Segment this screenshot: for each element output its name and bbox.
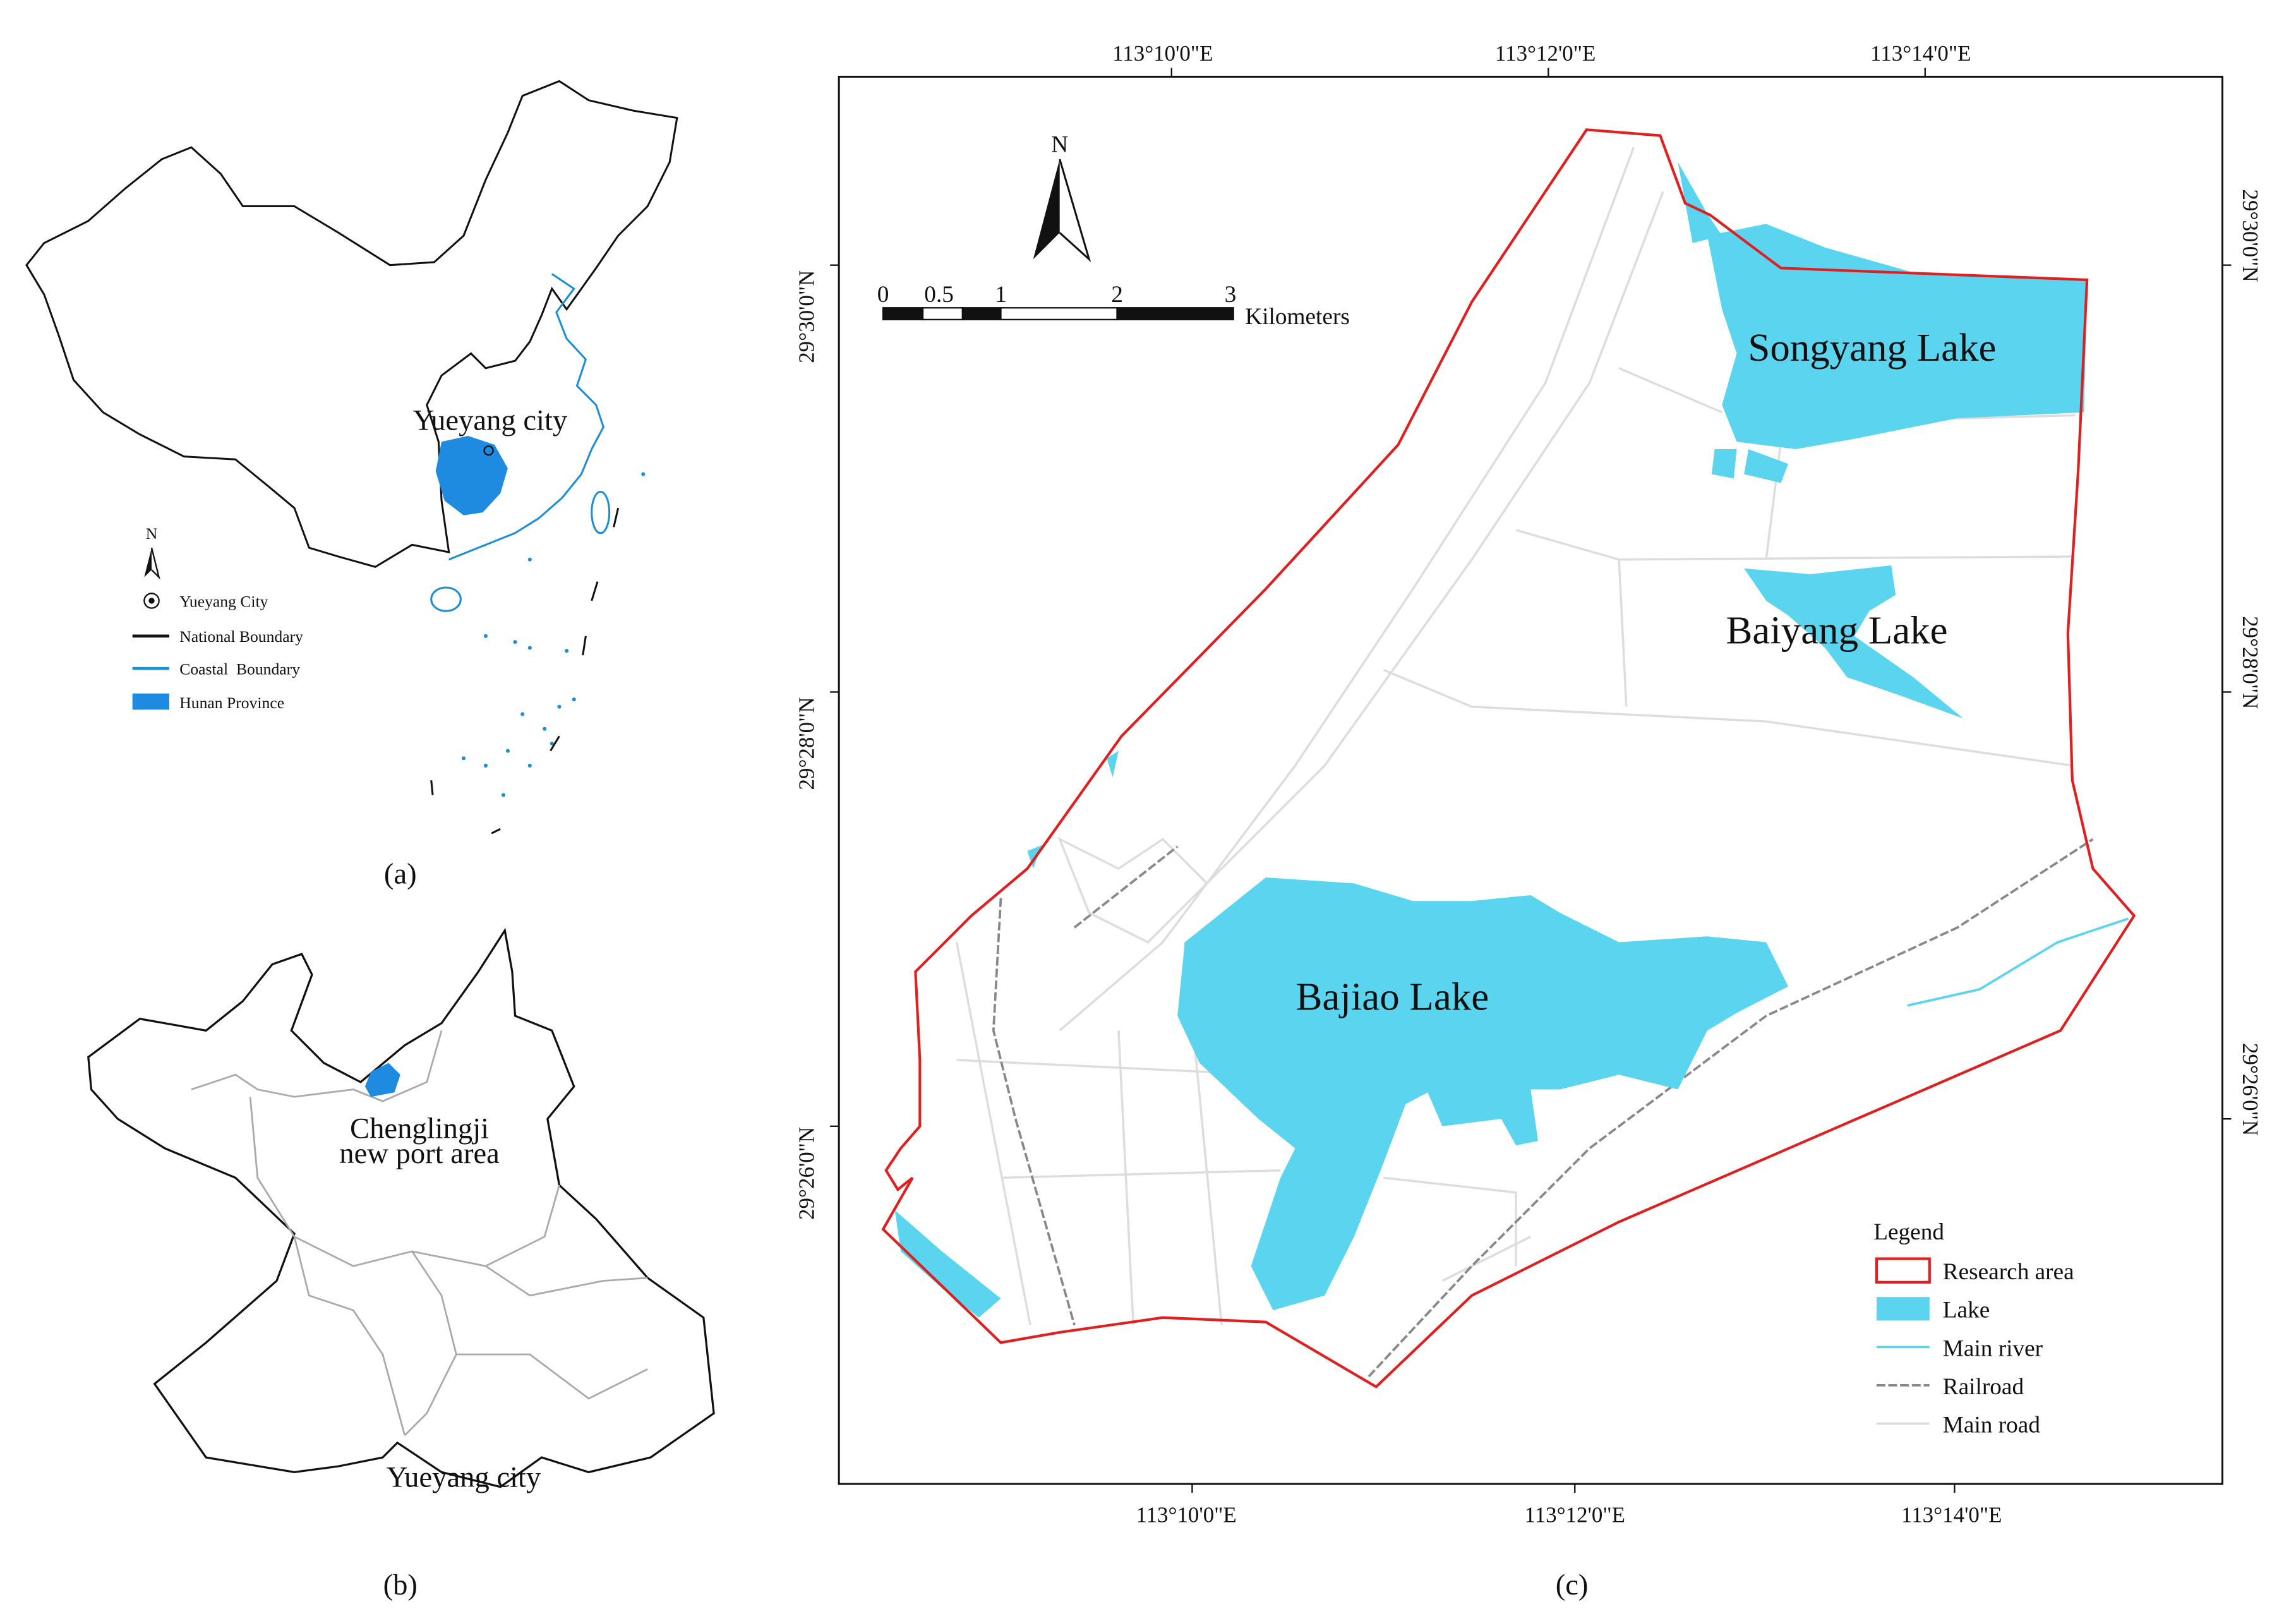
north-label: N (146, 524, 158, 543)
islands (461, 472, 646, 797)
y-tick-label: 29°28'0"N (2238, 616, 2263, 709)
lakes (894, 162, 2088, 1318)
north-arrow (1033, 159, 1060, 260)
y-tick-label: 29°26'0"N (795, 1127, 819, 1220)
y-tick-label: 29°30'0"N (795, 270, 819, 363)
y-tick-label: 29°30'0"N (2238, 190, 2263, 282)
lake-label: Baiyang Lake (1726, 608, 1947, 653)
y-tick-label: 29°26'0"N (2238, 1043, 2263, 1136)
legend-title: Legend (1873, 1219, 1944, 1245)
coastal-boundary (448, 273, 604, 561)
x-tick-label: 113°12'0"E (1495, 41, 1596, 66)
legend-item: Main river (1943, 1335, 2043, 1361)
legend-symbol (1875, 1257, 1931, 1284)
research-area (881, 128, 2136, 1389)
legend-item: National Boundary (179, 627, 303, 646)
city-label: Yueyang city (413, 404, 568, 437)
scale-label: 0 (877, 282, 889, 308)
north-arrow (144, 548, 152, 577)
legend-item: Coastal Boundary (179, 660, 300, 678)
national-boundary (25, 80, 678, 568)
panel-label: (a) (384, 857, 417, 890)
dashed-boundary (430, 507, 620, 835)
lake-label: Songyang Lake (1748, 325, 1996, 370)
x-tick-label: 113°12'0"E (1525, 1503, 1625, 1528)
taiwan (591, 491, 611, 534)
scale-unit: Kilometers (1245, 304, 1350, 330)
legend-item: Main road (1943, 1412, 2041, 1438)
hunan-province (435, 435, 508, 515)
x-tick-label: 113°10'0"E (1136, 1503, 1236, 1528)
legend-item: Hunan Province (179, 694, 284, 712)
map-frame (838, 75, 2224, 1485)
legend-item: Railroad (1943, 1374, 2024, 1400)
scale-label: 1 (995, 282, 1007, 308)
panel-b: Chenglingji new port area Yueyang city (… (87, 927, 715, 1601)
north-arrow-outline (150, 547, 160, 580)
legend-symbol (148, 598, 155, 604)
lake-label: Bajiao Lake (1295, 975, 1489, 1019)
tick-marks (830, 68, 2232, 1493)
main-river (1907, 917, 2129, 1007)
scale-bar (882, 307, 1234, 321)
city-label: Yueyang city (387, 1461, 541, 1494)
panel-a: Yueyang city N Yueyang City National Bou… (25, 80, 678, 890)
county-boundaries (191, 1030, 648, 1437)
panel-label: (c) (1556, 1569, 1589, 1601)
hainan (430, 586, 462, 612)
panel-c: 113°10'0"E 113°12'0"E 113°14'0"E 113°10'… (795, 41, 2263, 1601)
yueyang-marker (483, 445, 494, 456)
x-tick-label: 113°10'0"E (1112, 41, 1213, 66)
scale-label: 0.5 (924, 282, 954, 308)
panel-label: (b) (383, 1569, 418, 1601)
area-label: new port area (339, 1137, 500, 1170)
chenglingji-area (364, 1063, 400, 1097)
north-label: N (1051, 131, 1068, 157)
legend-item: Yueyang City (179, 592, 268, 610)
y-tick-label: 29°28'0"N (795, 697, 819, 790)
x-tick-label: 113°14'0"E (1870, 41, 1971, 66)
legend-symbol (132, 693, 169, 710)
north-arrow-outline (1059, 159, 1091, 263)
scale-label: 3 (1225, 282, 1237, 308)
legend-item: Lake (1943, 1298, 1990, 1323)
scale-label: 2 (1111, 282, 1123, 308)
legend-symbol (143, 593, 160, 609)
legend-item: Research area (1943, 1259, 2074, 1285)
legend-symbol (1876, 1297, 1930, 1321)
city-outline (87, 927, 715, 1488)
area-label: Chenglingji (350, 1112, 489, 1145)
x-tick-label: 113°14'0"E (1901, 1503, 2002, 1528)
